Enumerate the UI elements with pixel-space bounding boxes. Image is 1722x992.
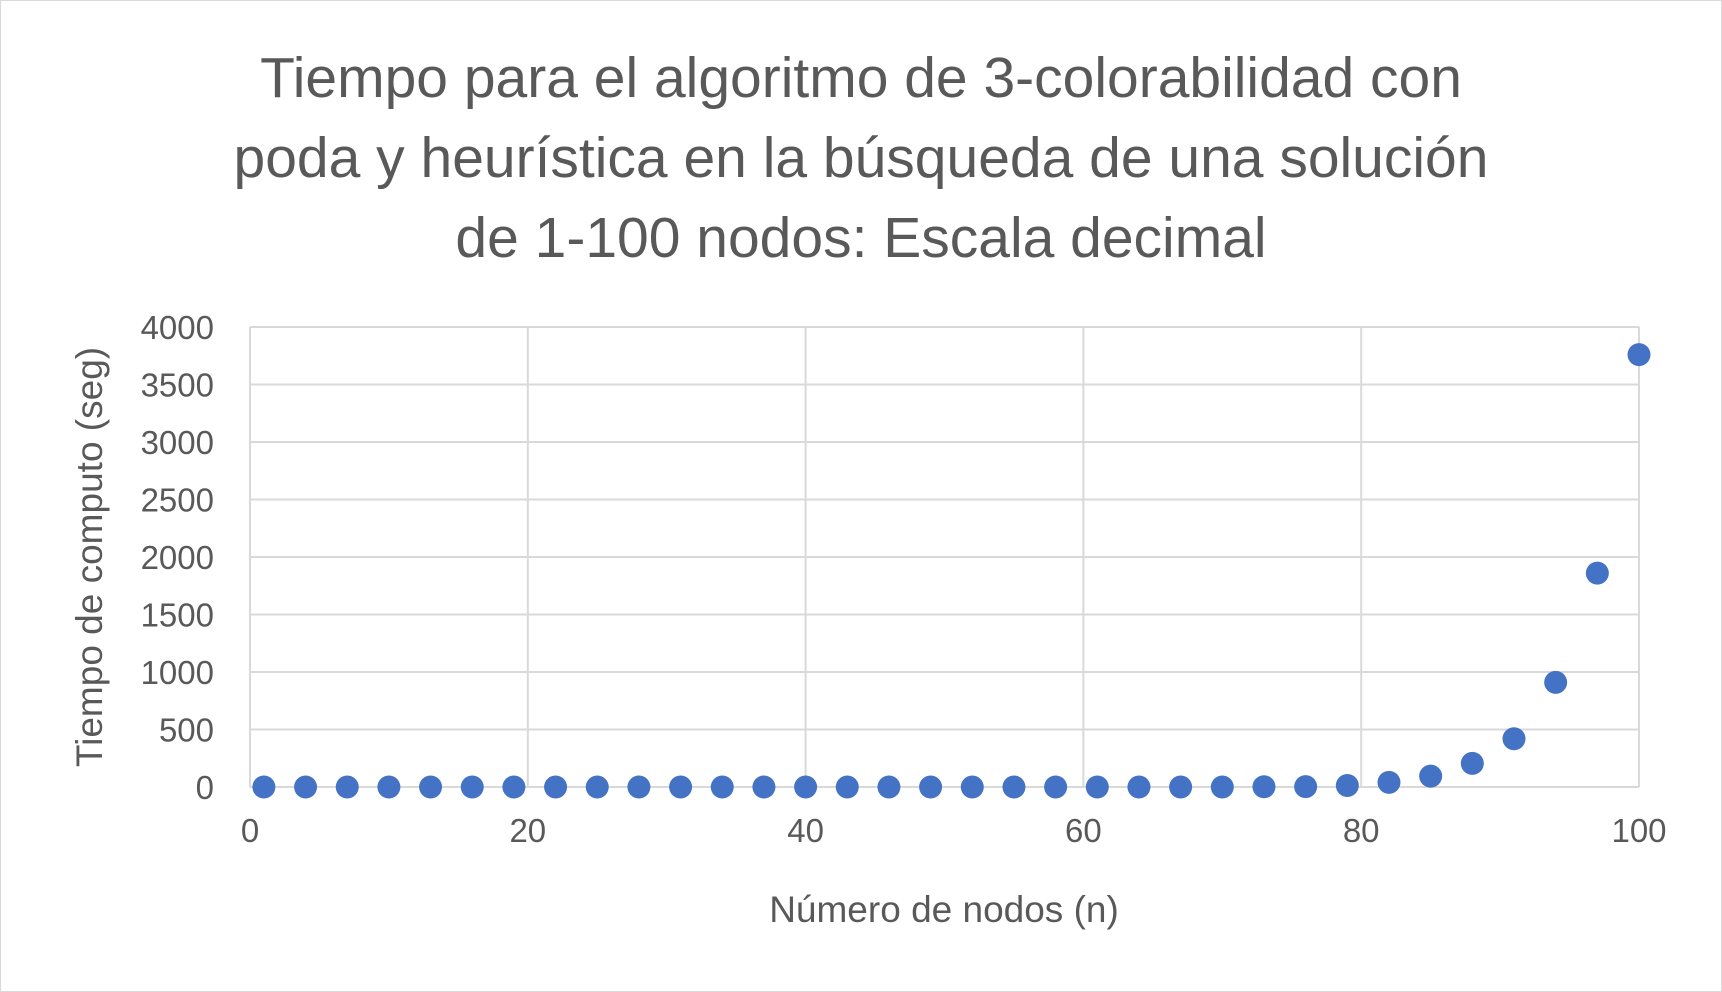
y-tick-labels: 0 500 1000 1500 2000 2500 3000 3500 4000 [141,309,214,806]
y-axis-title: Tiempo de computo (seg) [69,347,110,767]
x-tick-label: 40 [787,812,824,849]
y-tick-label: 0 [196,769,214,806]
y-tick-label: 1000 [141,654,214,691]
y-tick-label: 4000 [141,309,214,346]
data-point [1544,670,1568,694]
x-tick-label: 80 [1343,812,1380,849]
data-point [544,775,568,799]
y-tick-label: 3500 [141,367,214,404]
data-point [1419,764,1443,788]
grid-lines [250,326,1640,787]
y-tick-label: 3000 [141,424,214,461]
data-point [627,775,651,799]
x-tick-label: 60 [1065,812,1102,849]
data-point [585,775,609,799]
data-point [1294,775,1318,799]
data-point [252,775,276,799]
chart-title: Tiempo para el algoritmo de 3-colorabili… [0,38,1722,278]
data-point [294,775,318,799]
data-point [419,775,443,799]
data-point [460,775,484,799]
data-point [877,775,901,799]
data-point [1085,775,1109,799]
chart-title-line-1: Tiempo para el algoritmo de 3-colorabili… [260,46,1462,110]
data-point [1127,775,1151,799]
data-point [335,775,359,799]
data-point [669,775,693,799]
data-point [1377,770,1401,794]
x-axis-title: Número de nodos (n) [769,889,1119,930]
data-point [377,775,401,799]
data-point [1335,774,1359,798]
y-tick-label: 2000 [141,539,214,576]
data-point [1252,775,1276,799]
data-point [752,775,776,799]
data-point [960,775,984,799]
x-tick-label: 20 [509,812,546,849]
y-tick-label: 1500 [141,597,214,634]
data-point [835,775,859,799]
data-point [1585,561,1609,585]
data-point [710,775,734,799]
data-point [1502,727,1526,751]
data-point [1210,775,1234,799]
chart-title-line-3: de 1-100 nodos: Escala decimal [455,206,1267,270]
x-tick-label: 0 [241,812,259,849]
data-point [1460,751,1484,775]
data-point [1169,775,1193,799]
x-tick-labels: 0 20 40 60 80 100 [241,812,1667,849]
data-point [502,775,526,799]
data-point [1044,775,1068,799]
data-point [1002,775,1026,799]
data-point [794,775,818,799]
data-points [252,343,1651,799]
y-tick-label: 2500 [141,482,214,519]
data-point [919,775,943,799]
x-tick-label: 100 [1611,812,1666,849]
y-tick-label: 500 [159,712,214,749]
data-point [1627,343,1651,367]
chart-title-line-2: poda y heurística en la búsqueda de una … [233,126,1489,190]
